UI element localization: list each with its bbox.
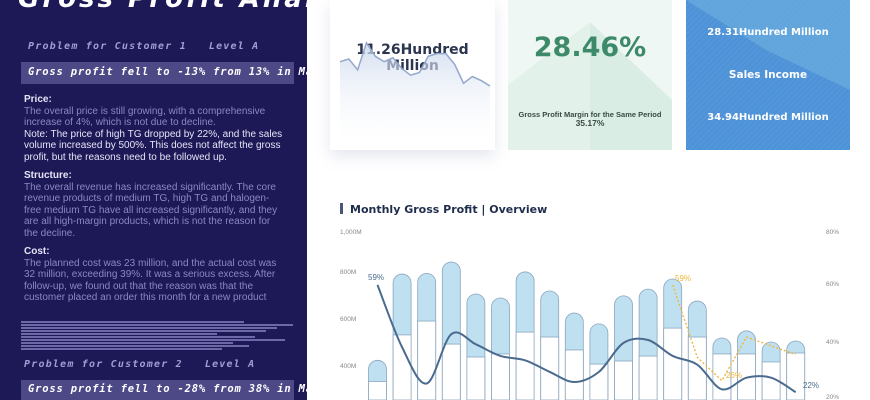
sales-bottom-value: 34.94Hundred Million xyxy=(707,112,829,123)
y-right-tick: 80% xyxy=(826,229,839,236)
y-left-tick: 400M xyxy=(340,363,356,370)
y-left-tick: 600M xyxy=(340,316,356,323)
y-right-tick: 40% xyxy=(826,339,839,346)
panel-title: Gross Profit Analysis xyxy=(18,0,307,14)
label-dashed-first: 59% xyxy=(675,274,691,283)
y-right-tick: 60% xyxy=(826,281,839,288)
cost-bar xyxy=(368,381,387,400)
cost-text: The planned cost was 23 million, and the… xyxy=(24,257,277,304)
sales-label: Sales Income xyxy=(728,69,808,81)
cost-bar xyxy=(441,343,461,400)
cost-bar xyxy=(638,355,658,400)
cost-heading: Cost: xyxy=(24,246,50,257)
gross-margin-value: 28.46% xyxy=(533,32,647,63)
cost-bar xyxy=(687,336,707,400)
label-dashed-min: 26% xyxy=(726,371,742,380)
cost-bar xyxy=(466,356,486,400)
customer1-banner: Gross profit fell to -13% from 13% in Ma… xyxy=(21,62,307,84)
cost-bar xyxy=(663,327,683,400)
left-panel: Gross Profit Analysis Problem for Custom… xyxy=(0,0,307,400)
price-note: Note: The price of high TG dropped by 22… xyxy=(24,128,283,163)
gross-profit-card: 11.26Hundred Million xyxy=(330,0,495,150)
customer2-problem: Problem for Customer 2 Level A xyxy=(24,359,256,370)
structure-heading: Structure: xyxy=(24,170,72,181)
sales-top-value: 28.31Hundred Million xyxy=(707,27,829,38)
cost-bar xyxy=(392,334,412,400)
y-left-tick: 800M xyxy=(340,269,356,276)
customer1-problem: Problem for Customer 1 Level A xyxy=(28,41,260,52)
sparkline-line xyxy=(339,41,491,87)
y-left-tick: 1,000M xyxy=(340,229,362,236)
decorative-stripes xyxy=(21,321,293,351)
margin-line xyxy=(376,284,797,394)
price-heading: Price: xyxy=(24,94,52,105)
cost-bar xyxy=(491,353,510,400)
margin-same-period: Gross Profit Margin for the Same Period 3… xyxy=(518,110,662,128)
price-text: The overall price is still growing, with… xyxy=(24,105,266,129)
diagonal-decoration xyxy=(686,0,850,90)
y-right-tick: 20% xyxy=(826,394,839,400)
cost-bar xyxy=(564,349,584,400)
sales-income-card: 28.31Hundred Million Sales Income 34.94H… xyxy=(686,0,850,150)
chart-title: Monthly Gross Profit | Overview xyxy=(340,203,547,216)
label-first: 59% xyxy=(368,273,384,282)
gross-profit-sparkline xyxy=(339,41,491,150)
structure-text: The overall revenue has increased signif… xyxy=(24,181,278,239)
cost-bar xyxy=(786,352,806,400)
customer1-details: Price: The overall price is still growin… xyxy=(24,94,286,304)
gross-margin-card: 28.46% Gross Profit Margin for the Same … xyxy=(508,0,672,150)
triangle-decoration xyxy=(508,22,672,150)
label-last: 22% xyxy=(803,381,819,390)
customer2-banner: Gross profit fell to -28% from 38% in Ma… xyxy=(21,380,307,400)
cost-bar xyxy=(417,320,437,400)
monthly-gross-profit-chart: 1,000M 800M 600M 400M 80% 60% 40% 20% 59% 22% 59% 2… xyxy=(340,229,839,400)
sparkline-area xyxy=(340,42,490,150)
cost-bar xyxy=(614,360,633,400)
cost-bar xyxy=(515,331,535,400)
cost-bar xyxy=(589,363,609,400)
